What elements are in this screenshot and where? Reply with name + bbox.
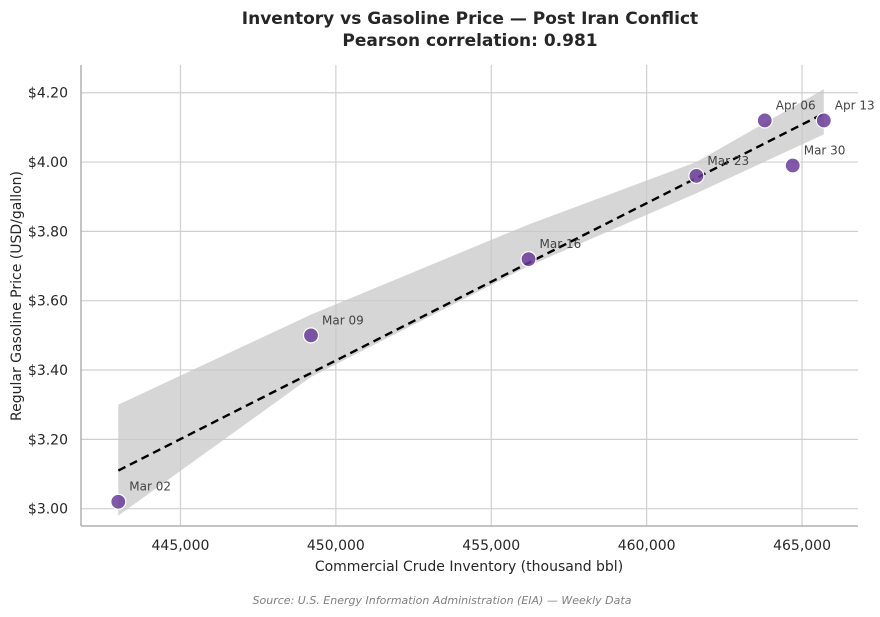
chart-title: Inventory vs Gasoline Price — Post Iran … bbox=[242, 9, 698, 29]
point-label: Mar 16 bbox=[540, 237, 582, 251]
y-tick-label: $3.40 bbox=[28, 363, 68, 379]
x-tick-label: 465,000 bbox=[773, 538, 831, 554]
x-tick-label: 450,000 bbox=[307, 538, 365, 554]
data-point bbox=[756, 112, 773, 129]
data-point bbox=[520, 251, 537, 268]
data-point bbox=[688, 167, 705, 185]
chart-subtitle: Pearson correlation: 0.981 bbox=[342, 31, 597, 51]
y-tick-label: $3.20 bbox=[28, 432, 68, 448]
point-label: Apr 06 bbox=[776, 98, 816, 112]
y-tick-label: $4.20 bbox=[28, 86, 68, 102]
source-note: Source: U.S. Energy Information Administ… bbox=[253, 594, 632, 607]
point-label: Mar 23 bbox=[707, 154, 749, 168]
confidence-band bbox=[118, 89, 824, 516]
x-tick-label: 460,000 bbox=[618, 538, 676, 554]
y-tick-label: $3.60 bbox=[28, 294, 68, 310]
point-label: Mar 09 bbox=[322, 313, 364, 327]
data-point bbox=[302, 327, 320, 344]
y-axis-label: Regular Gasoline Price (USD/gallon) bbox=[9, 171, 25, 421]
x-axis-label: Commercial Crude Inventory (thousand bbl… bbox=[315, 559, 623, 575]
point-labels: Mar 02 Mar 09 Mar 16 Mar 23 Mar 30 Apr 06 Apr … bbox=[129, 98, 874, 493]
y-tick-label: $3.80 bbox=[28, 224, 68, 240]
x-tick-label: 445,000 bbox=[152, 538, 210, 554]
data-point bbox=[110, 493, 127, 510]
point-label: Mar 30 bbox=[804, 144, 846, 158]
regression-line-group bbox=[117, 112, 825, 472]
data-point bbox=[784, 157, 801, 174]
x-ticks: 445,000 450,000 455,000 460,000 465,000 bbox=[152, 538, 832, 554]
data-point bbox=[815, 112, 832, 129]
confidence-band-group bbox=[118, 89, 824, 516]
regression-line bbox=[117, 112, 825, 472]
x-tick-label: 455,000 bbox=[462, 538, 520, 554]
point-label: Apr 13 bbox=[835, 98, 875, 112]
y-tick-label: $4.00 bbox=[28, 155, 68, 171]
point-label: Mar 02 bbox=[129, 480, 171, 494]
data-points bbox=[110, 112, 832, 510]
y-ticks: $3.00 $3.20 $3.40 $3.60 $3.80 $4.00 $4.20 bbox=[28, 86, 68, 518]
axes bbox=[80, 65, 858, 527]
y-tick-label: $3.00 bbox=[28, 502, 68, 518]
